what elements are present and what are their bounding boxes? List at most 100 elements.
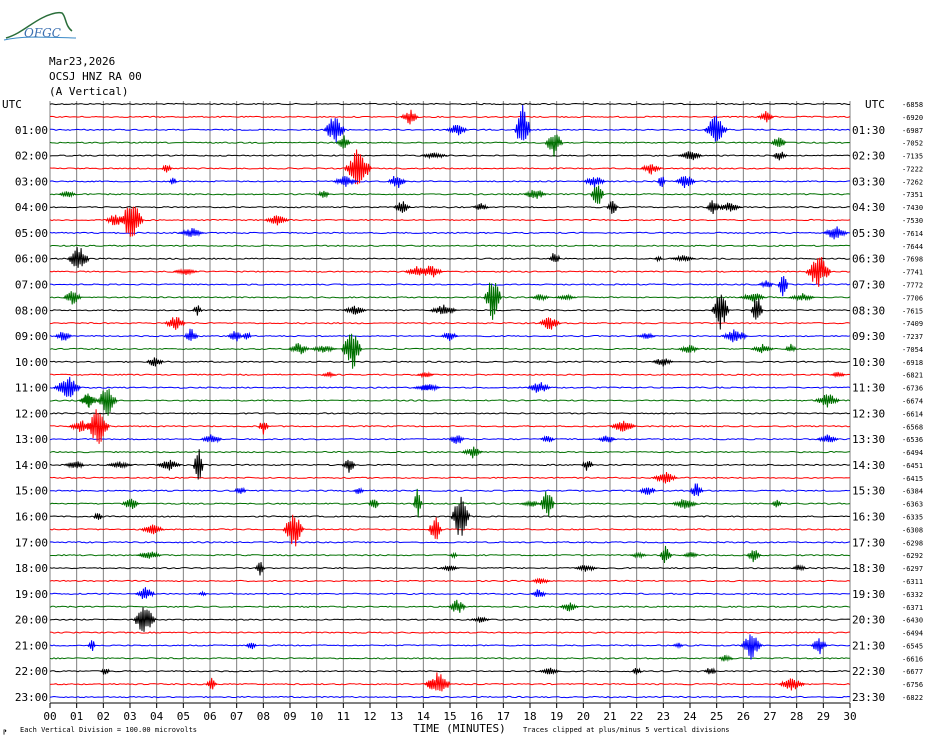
left-hour-label: 17:00 [15, 536, 48, 549]
x-tick-label: 09 [283, 710, 296, 723]
seismic-event [54, 331, 73, 341]
trace-offset-label: -6614 [902, 410, 923, 418]
seismic-event [257, 422, 269, 435]
trace-offset-label: -6311 [902, 578, 923, 586]
seismic-event [440, 332, 459, 341]
seismic-trace [49, 618, 851, 621]
right-half-hour-label: 06:30 [852, 253, 885, 266]
seismic-event [118, 206, 144, 237]
left-hour-label: 21:00 [15, 639, 48, 652]
seismic-event [652, 358, 674, 367]
seismic-trace [49, 347, 851, 351]
trace-offset-label: -7135 [902, 153, 923, 161]
seismic-trace [49, 270, 851, 273]
right-half-hour-label: 07:30 [852, 278, 885, 291]
seismic-event [583, 177, 606, 188]
seismic-event [656, 176, 666, 188]
x-tick-label: 06 [203, 710, 216, 723]
trace-offset-label: -6920 [902, 114, 923, 122]
seismic-event [822, 226, 849, 240]
seismic-event [264, 215, 290, 226]
seismic-event [100, 668, 111, 675]
seismic-event [817, 434, 839, 443]
trace-offset-label: -7409 [902, 320, 923, 328]
scale-note: Each Vertical Division = 100.00 microvol… [20, 726, 198, 734]
seismic-event [770, 499, 783, 508]
seismic-trace [50, 412, 851, 415]
x-tick-label: 04 [150, 710, 164, 723]
seismic-event [53, 376, 82, 398]
right-half-hour-label: 04:30 [852, 201, 885, 214]
left-hour-label: 20:00 [15, 614, 48, 627]
seismic-trace [49, 360, 851, 363]
clip-note: Traces clipped at plus/minus 5 vertical … [523, 726, 730, 734]
seismic-event [412, 488, 423, 518]
x-tick-label: 01 [70, 710, 83, 723]
seismic-event [461, 446, 484, 459]
seismic-event [659, 545, 672, 564]
left-hour-label: 13:00 [15, 433, 48, 446]
left-hour-label: 02:00 [15, 150, 48, 163]
seismic-event [387, 176, 407, 189]
seismic-event [448, 599, 467, 613]
right-half-hour-label: 15:30 [852, 485, 885, 498]
left-hour-label: 12:00 [15, 407, 48, 420]
trace-offset-label: -7237 [902, 333, 923, 341]
seismic-event [344, 149, 373, 185]
right-axis-title: UTC [865, 98, 885, 111]
left-hour-label: 08:00 [15, 304, 48, 317]
trace-offset-label: -7698 [902, 256, 923, 264]
right-half-hour-label: 08:30 [852, 304, 885, 317]
seismic-event [424, 672, 452, 692]
seismic-event [429, 304, 458, 315]
seismic-trace [49, 502, 851, 505]
trace-offset-label: -6363 [902, 501, 923, 509]
x-tick-label: 28 [790, 710, 803, 723]
seismic-event [282, 514, 305, 547]
trace-offset-label: -6371 [902, 604, 923, 612]
seismic-event [393, 201, 411, 213]
seismic-event [105, 214, 125, 226]
seismic-event [132, 607, 157, 632]
seismic-event [750, 343, 774, 354]
seismic-event [439, 564, 460, 572]
seismic-trace [49, 218, 851, 222]
seismic-event [682, 551, 699, 559]
x-tick-label: 07 [230, 710, 243, 723]
trace-offset-label: -6292 [902, 552, 923, 560]
seismic-event [473, 203, 489, 210]
seismic-event [450, 496, 471, 536]
seismic-event [245, 642, 257, 650]
seismic-event [530, 294, 550, 302]
seismic-event [531, 577, 551, 585]
right-half-hour-label: 17:30 [852, 536, 885, 549]
seismic-event [58, 191, 77, 199]
seismic-trace [49, 541, 851, 544]
seismic-event [523, 189, 547, 199]
trace-offset-label: -6821 [902, 372, 923, 380]
logo: OFGC [2, 4, 78, 44]
seismic-event [79, 393, 99, 408]
seismic-event [705, 200, 720, 215]
x-tick-label: 14 [417, 710, 431, 723]
left-hour-label: 07:00 [15, 278, 48, 291]
seismic-event [718, 654, 734, 662]
right-half-hour-label: 05:30 [852, 227, 885, 240]
x-tick-label: 27 [763, 710, 776, 723]
seismic-event [341, 459, 357, 473]
x-tick-label: 29 [817, 710, 830, 723]
seismic-event [121, 498, 140, 509]
seismic-event [540, 435, 555, 443]
seismic-trace [49, 180, 851, 183]
seismic-event [416, 371, 435, 379]
x-tick-label: 15 [443, 710, 456, 723]
trace-offset-label: -6736 [902, 385, 923, 393]
seismic-trace [49, 579, 851, 583]
trace-offset-label: -7741 [902, 269, 923, 277]
seismic-trace [49, 670, 851, 673]
seismic-event [810, 638, 828, 655]
seismic-trace [49, 644, 851, 647]
seismic-event [317, 190, 330, 199]
seismic-event [514, 104, 532, 141]
trace-offset-label: -6858 [902, 101, 923, 109]
